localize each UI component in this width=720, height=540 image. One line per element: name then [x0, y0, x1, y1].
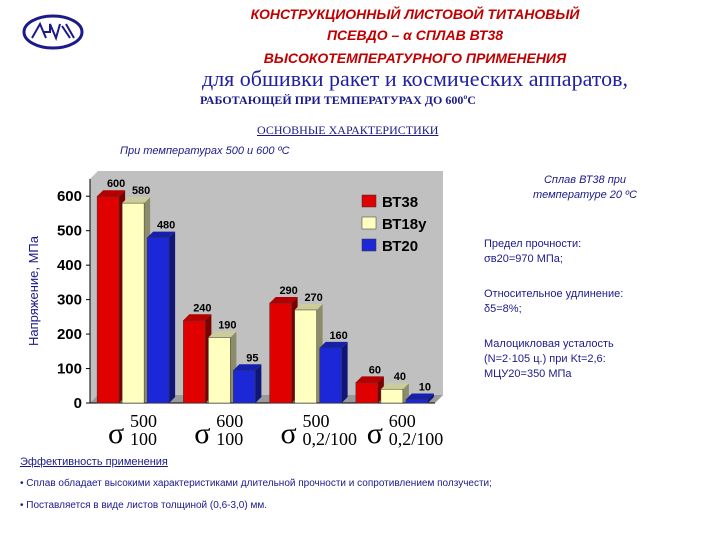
company-logo: [22, 14, 84, 50]
elongation-label: Относительное удлинение:: [484, 288, 624, 300]
title-line-5: РАБОТАЮЩЕЙ ПРИ ТЕМПЕРАТУРАХ ДО 600ºС: [200, 93, 476, 107]
legend-label: ВТ18у: [382, 216, 427, 233]
bar-side: [169, 231, 176, 403]
category-top: 600: [389, 411, 416, 431]
y-tick-label: 500: [57, 223, 82, 240]
bar: [319, 347, 342, 404]
bar-side: [427, 393, 434, 403]
bar-top: [233, 364, 262, 371]
strength-label: Предел прочности:: [484, 238, 582, 250]
category-sigma: σ: [281, 417, 297, 450]
bar: [405, 399, 429, 404]
bar-side: [402, 383, 409, 403]
plot-floor: [90, 395, 443, 403]
y-tick-label: 100: [57, 361, 82, 378]
fatigue-condition: (N=2·105 ц.) при Kt=2,6:: [484, 353, 606, 365]
data-label: 480: [157, 220, 175, 232]
bar: [183, 320, 206, 404]
bar-top: [147, 231, 176, 238]
title-line-1: КОНСТРУКЦИОННЫЙ ЛИСТОВОЙ ТИТАНОВЫЙ: [250, 6, 580, 22]
bar-side: [255, 364, 262, 403]
bar-top: [269, 297, 298, 304]
bar-top: [319, 341, 348, 348]
elongation-value: δ5=8%;: [484, 303, 522, 315]
bar-top: [208, 331, 237, 338]
category-bottom: 100: [216, 429, 243, 449]
category-sigma: σ: [194, 417, 210, 450]
y-tick-label: 400: [57, 257, 82, 274]
category-bottom: 100: [130, 429, 157, 449]
y-tick-label: 200: [57, 326, 82, 343]
legend-swatch: [361, 216, 377, 230]
section-title: ОСНОВНЫЕ ХАРАКТЕРИСТИКИ: [257, 123, 439, 137]
y-tick-label: 300: [57, 292, 82, 309]
legend-label: ВТ20: [382, 238, 418, 255]
data-label: 600: [107, 178, 125, 190]
bar-chart: 0 100 200 300 400 500 600 Напряжение, МПа 600 580…: [26, 171, 444, 450]
bar-top: [355, 376, 384, 383]
category-sigma: σ: [367, 417, 383, 450]
bar-top: [97, 190, 126, 197]
legend-label: ВТ38: [382, 194, 418, 211]
bar: [96, 195, 120, 404]
category-bottom: 0,2/100: [303, 429, 358, 449]
bullet-sheets: • Поставляется в виде листов толщиной (0…: [20, 500, 267, 511]
data-label: 160: [329, 330, 347, 342]
room-temp-heading: Сплав ВТ38 при температуре 20 ºС: [532, 174, 638, 201]
legend-swatch: [361, 194, 377, 208]
bar: [208, 337, 231, 404]
bar-top: [405, 393, 434, 400]
data-label: 190: [218, 320, 236, 332]
bar: [294, 309, 317, 404]
y-axis-label: Напряжение, МПа: [26, 235, 41, 346]
title-line-4: для обшивки ракет и космических аппарато…: [202, 66, 628, 91]
fatigue-value: МЦУ20=350 МПа: [484, 368, 572, 380]
fatigue-label: Малоцикловая усталость: [484, 338, 614, 350]
data-label: 60: [369, 364, 381, 376]
plot-area: [90, 171, 443, 403]
category-top: 500: [130, 411, 157, 431]
title-line-2: ПСЕВДО – α СПЛАВ ВТ38: [326, 27, 504, 43]
bar: [121, 202, 145, 404]
section-subtitle: При температурах 500 и 600 ºС: [120, 145, 290, 157]
fatigue-block: Малоцикловая усталость (N=2·105 ц.) при …: [484, 337, 614, 382]
bullet-creep: • Сплав обладает высокими характеристика…: [20, 478, 492, 489]
legend-swatch: [361, 238, 377, 252]
bar-top: [294, 303, 323, 310]
y-tick-label: 0: [74, 395, 82, 412]
data-label: 40: [394, 371, 406, 383]
bar: [146, 237, 170, 404]
category-top: 500: [303, 411, 330, 431]
elongation-block: Относительное удлинение: δ5=8%;: [484, 287, 623, 317]
bar: [269, 302, 292, 404]
category-bottom: 0,2/100: [389, 429, 444, 449]
data-label: 270: [304, 292, 322, 304]
data-label: 580: [132, 185, 150, 197]
bar: [380, 388, 404, 404]
bar-top: [380, 383, 409, 390]
efficiency-title: Эффективность применения: [20, 456, 168, 468]
category-top: 600: [216, 411, 243, 431]
bar-top: [122, 197, 151, 204]
data-label: 95: [246, 352, 258, 364]
strength-block: Предел прочности: σв20=970 МПа;: [484, 237, 581, 267]
bar: [355, 382, 379, 404]
strength-value: σв20=970 МПа;: [484, 253, 563, 265]
data-label: 10: [419, 382, 431, 394]
y-tick-label: 600: [57, 188, 82, 205]
bar: [233, 370, 256, 404]
bar-top: [183, 314, 212, 321]
bar-side: [341, 341, 348, 403]
data-label: 290: [279, 285, 297, 297]
data-label: 240: [193, 302, 211, 314]
title-line-3: ВЫСОКОТЕМПЕРАТУРНОГО ПРИМЕНЕНИЯ: [263, 50, 567, 66]
category-sigma: σ: [108, 417, 124, 450]
